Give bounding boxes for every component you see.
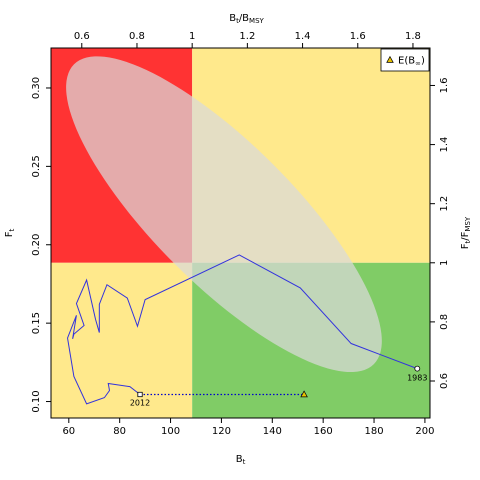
plot-frame [50,47,431,419]
right-tick-label: 1.6 [439,78,450,94]
axis-titles: Bt Ft Bt/BMSY Ft/FMSY [4,13,472,466]
start-year-label: 1983 [407,374,427,383]
legend: E(B∞) [380,48,430,72]
top-tick-label: 0.6 [74,31,90,42]
legend-box [380,48,430,72]
confidence-ellipse-layer [66,56,382,373]
y-axis-title: Ft [4,228,16,237]
axes: 1983 2012 60 80 100 120 140 160 180 200 0.10 0.15 0.… [31,31,450,437]
y-tick-label: 0.20 [31,234,42,256]
right-tick-label: 0.6 [439,373,450,389]
x-tick-label: 180 [364,426,383,437]
top-tick-label: 1.8 [405,31,421,42]
expected-point [300,390,308,398]
x-tick-label: 200 [415,426,434,437]
confidence-ellipse [66,56,382,373]
right-tick-label: 0.8 [439,314,450,330]
x-tick-label: 160 [314,426,333,437]
start-point [414,365,421,372]
end-year-label: 2012 [130,398,150,407]
x-tick-label: 120 [212,426,231,437]
trajectory-line [67,254,418,405]
top-axis-title: Bt/BMSY [229,13,264,25]
right-tick-label: 1.2 [439,196,450,212]
y-tick-label: 0.25 [31,155,42,177]
zone-yellow-bottom [51,262,193,418]
x-tick-label: 80 [113,426,126,437]
y-tick-label: 0.30 [31,77,42,99]
top-tick-label: 0.8 [129,31,145,42]
right-tick-label: 1.4 [439,137,450,153]
legend-triangle-icon [386,55,394,63]
y-tick-label: 0.15 [31,312,42,334]
top-tick-label: 1 [189,31,195,42]
x-tick-label: 100 [161,426,180,437]
y-tick-label: 0.10 [31,390,42,412]
right-tick-label: 1 [439,260,450,266]
x-tick-label: 60 [62,426,75,437]
x-axis-title: Bt [236,454,246,466]
trajectory-layer [67,254,421,405]
right-axis-title: Ft/FMSY [460,216,472,249]
top-tick-label: 1.2 [239,31,255,42]
legend-label: E(B∞) [398,56,425,68]
top-tick-label: 1.6 [350,31,366,42]
end-point [137,391,143,398]
top-tick-label: 1.4 [295,31,311,42]
x-tick-label: 140 [263,426,282,437]
